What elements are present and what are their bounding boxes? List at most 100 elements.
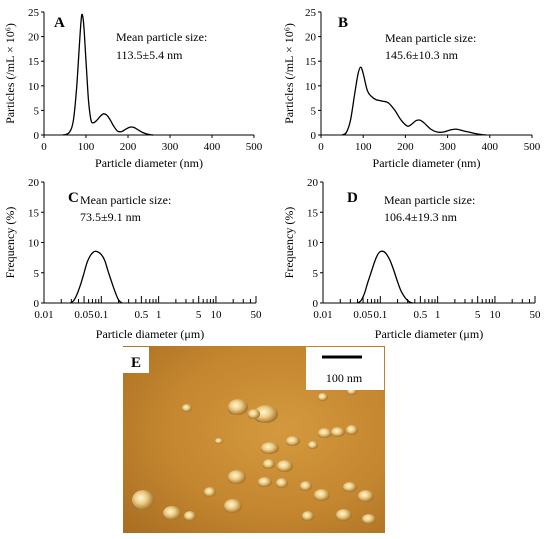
afm-particle — [318, 393, 328, 401]
x-tick-label: 0.05 — [74, 309, 94, 321]
x-tick-label: 0.5 — [413, 309, 427, 321]
afm-particle — [263, 459, 275, 469]
x-tick-label: 10 — [489, 309, 501, 321]
panel-label: C — [68, 190, 79, 206]
x-tick-label: 0.5 — [134, 309, 148, 321]
afm-particle — [336, 509, 352, 521]
afm-particle — [258, 477, 272, 487]
afm-particle — [224, 499, 242, 513]
afm-particle — [132, 490, 154, 510]
afm-particle — [358, 490, 374, 502]
y-axis-label: Particles (/mL × 10⁶) — [282, 23, 296, 124]
x-tick-label: 500 — [524, 141, 541, 153]
afm-particle — [331, 427, 345, 437]
afm-particle — [286, 436, 300, 446]
y-tick-label: 0 — [313, 298, 319, 310]
panel-label: B — [338, 15, 348, 31]
afm-particle — [318, 428, 332, 438]
y-tick-label: 10 — [307, 238, 319, 250]
afm-particles — [132, 387, 376, 524]
annotation-value: 73.5±9.1 nm — [80, 210, 142, 224]
scale-bar-label: 100 nm — [326, 371, 363, 385]
afm-image-panel: E 100 nm — [123, 346, 385, 533]
y-tick-label: 5 — [34, 268, 40, 280]
chart-panel-b: 0 5 10 15 20 25 0 100 200 300 400 500 Particle diame… — [282, 7, 541, 170]
scale-bar-box — [306, 347, 384, 390]
x-axis-label: Particle diameter (nm) — [373, 156, 481, 170]
y-tick-label: 20 — [28, 177, 40, 189]
y-tick-label: 5 — [34, 105, 40, 117]
x-tick-label: 0.1 — [94, 309, 108, 321]
x-tick-label: 0.01 — [313, 309, 332, 321]
y-tick-label: 5 — [311, 105, 317, 117]
x-tick-label: 500 — [246, 141, 263, 153]
y-tick-label: 10 — [28, 238, 40, 250]
afm-particle — [228, 470, 246, 484]
x-axis-label: Particle diameter (μm) — [375, 327, 483, 341]
y-tick-label: 5 — [313, 268, 319, 280]
y-tick-label: 0 — [34, 130, 40, 142]
y-tick-label: 15 — [28, 207, 40, 219]
x-tick-label: 1 — [435, 309, 441, 321]
x-tick-label: 200 — [120, 141, 137, 153]
panel-label: A — [54, 15, 65, 31]
y-tick-label: 15 — [305, 56, 317, 68]
afm-particle — [308, 441, 318, 449]
afm-particle — [184, 511, 196, 521]
chart-panel-a: 0 5 10 15 20 25 0 100 200 300 400 500 Particle diame… — [3, 7, 263, 170]
y-tick-label: 25 — [305, 7, 317, 19]
y-tick-label: 20 — [305, 32, 317, 44]
annotation-title: Mean particle size: — [385, 31, 476, 45]
afm-particle — [276, 478, 288, 488]
y-tick-label: 20 — [307, 177, 319, 189]
afm-particle — [346, 425, 358, 435]
y-tick-label: 15 — [307, 207, 319, 219]
x-tick-label: 50 — [251, 309, 263, 321]
afm-particle — [254, 405, 278, 423]
panel-label-box — [123, 347, 149, 373]
series-line — [62, 13, 154, 136]
x-tick-label: 0.01 — [34, 309, 53, 321]
y-axis-label: Frequency (%) — [282, 207, 296, 279]
series-line — [70, 250, 123, 304]
y-axis-label: Frequency (%) — [3, 207, 17, 279]
y-axis-label: Particles (/mL × 10⁶) — [3, 23, 17, 124]
annotation-value: 106.4±19.3 nm — [384, 210, 458, 224]
afm-particle — [182, 404, 192, 412]
annotation-title: Mean particle size: — [384, 193, 475, 207]
annotation-title: Mean particle size: — [116, 30, 207, 44]
x-axis-label: Particle diameter (nm) — [95, 156, 203, 170]
afm-particle — [228, 399, 248, 415]
y-tick-label: 0 — [311, 130, 317, 142]
annotation-value: 145.6±10.3 nm — [385, 48, 459, 62]
y-tick-label: 15 — [28, 56, 40, 68]
annotation-value: 113.5±5.4 nm — [116, 48, 183, 62]
afm-particle — [261, 442, 279, 454]
afm-particle — [314, 489, 330, 501]
x-tick-label: 100 — [78, 141, 95, 153]
x-tick-label: 50 — [530, 309, 542, 321]
afm-particle — [302, 511, 314, 521]
x-tick-label: 300 — [439, 141, 456, 153]
x-tick-label: 5 — [475, 309, 481, 321]
afm-particle — [343, 482, 357, 492]
y-tick-label: 0 — [34, 298, 40, 310]
panel-label-e: E — [131, 355, 141, 371]
x-tick-label: 0 — [318, 141, 324, 153]
y-tick-label: 10 — [305, 81, 317, 93]
y-tick-label: 20 — [28, 32, 40, 44]
series-line — [341, 66, 487, 136]
x-tick-label: 300 — [162, 141, 179, 153]
annotation-title: Mean particle size: — [80, 193, 171, 207]
x-tick-label: 400 — [482, 141, 499, 153]
x-tick-label: 0 — [41, 141, 47, 153]
afm-particle — [215, 438, 223, 444]
series-line — [357, 250, 414, 304]
x-tick-label: 200 — [397, 141, 414, 153]
x-tick-label: 1 — [156, 309, 162, 321]
afm-particle — [204, 487, 216, 497]
x-tick-label: 100 — [355, 141, 372, 153]
